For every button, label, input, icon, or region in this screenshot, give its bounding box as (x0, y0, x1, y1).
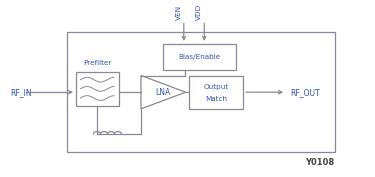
Text: RF_OUT: RF_OUT (290, 88, 320, 97)
Text: VDD: VDD (196, 3, 202, 20)
Bar (189, 76, 243, 109)
Text: LNA: LNA (155, 88, 170, 97)
Bar (66, 32, 335, 152)
Text: Y0108: Y0108 (305, 158, 334, 167)
Text: Bias/Enable: Bias/Enable (178, 54, 221, 60)
Bar (76, 72, 118, 105)
Polygon shape (141, 76, 186, 109)
Text: Match: Match (206, 96, 227, 102)
Text: VEN: VEN (176, 4, 182, 20)
Text: Output: Output (204, 84, 229, 90)
Text: Prefilter: Prefilter (83, 60, 111, 66)
Bar (163, 44, 236, 70)
Text: RF_IN: RF_IN (11, 88, 32, 97)
